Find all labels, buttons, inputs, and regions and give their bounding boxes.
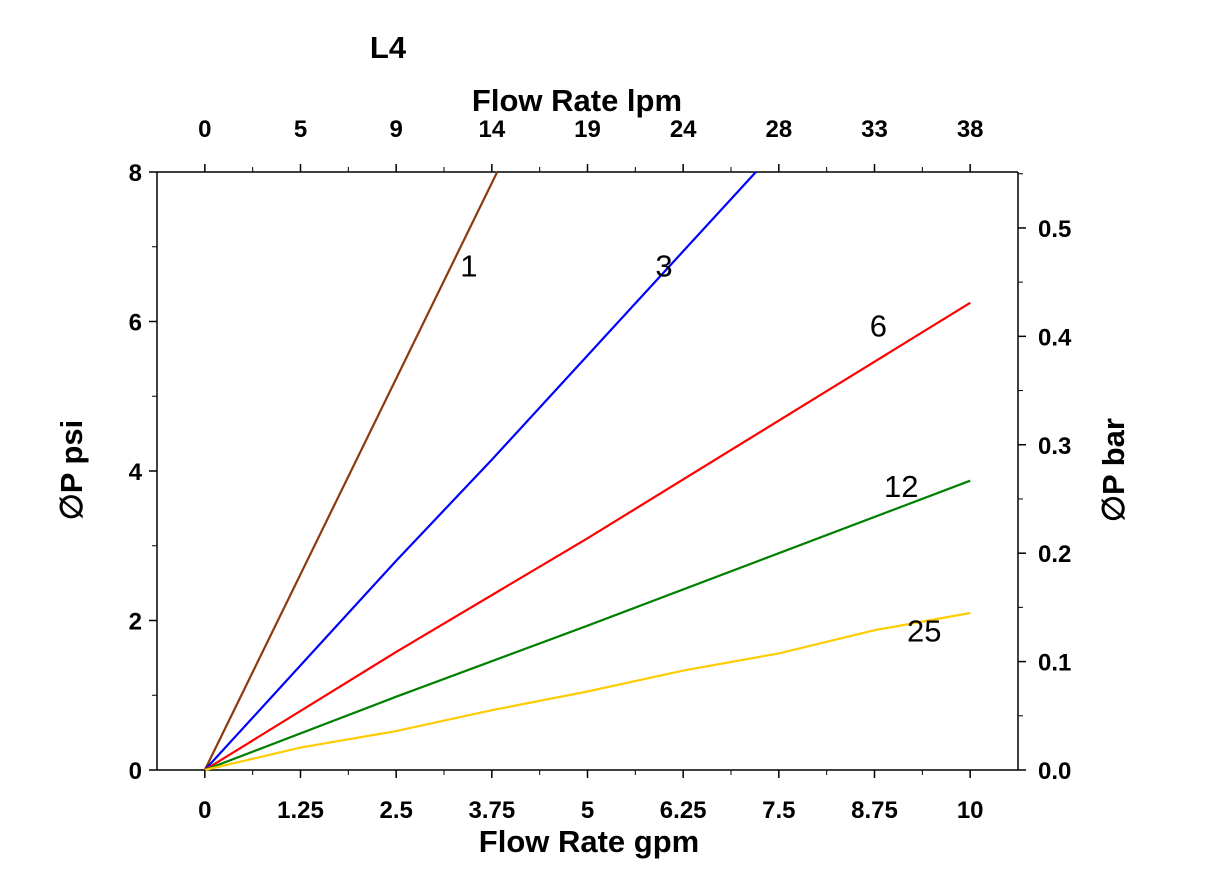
chart-title: L4 xyxy=(370,30,407,65)
series-line-3 xyxy=(203,171,757,771)
x-top-tick-label: 14 xyxy=(478,116,505,143)
y-tick-label: 6 xyxy=(129,310,142,337)
series-line-25 xyxy=(204,611,971,772)
x-tick-label: 3.75 xyxy=(468,797,515,824)
x-tick-label: 6.25 xyxy=(660,797,707,824)
series-line-12 xyxy=(204,479,971,772)
y-tick-label: 4 xyxy=(129,459,143,486)
y-tick-label: 0 xyxy=(129,758,142,785)
x-top-tick-label: 28 xyxy=(765,116,792,143)
x-tick-label: 7.5 xyxy=(762,797,795,824)
series-line-6 xyxy=(204,301,971,771)
y-axis-title: ∅P psi xyxy=(54,420,89,521)
series-label-12: 12 xyxy=(884,469,918,504)
series-labels: 1 3 6 12 25 xyxy=(460,249,941,649)
y-tick-label: 2 xyxy=(129,609,142,636)
x-top-tick-label: 24 xyxy=(670,116,697,143)
x-top-tick-label: 0 xyxy=(198,116,211,143)
x-top-tick-label: 33 xyxy=(861,116,888,143)
y-axis-right-title: ∅P bar xyxy=(1096,418,1131,522)
series-label-3: 3 xyxy=(655,249,672,284)
y2-tick-label: 0.2 xyxy=(1038,541,1071,568)
x-tick-label: 10 xyxy=(957,797,984,824)
x-top-tick-label: 19 xyxy=(574,116,601,143)
x-axis-top-title: Flow Rate lpm xyxy=(472,83,682,118)
x-tick-label: 0 xyxy=(198,797,211,824)
x-tick-label: 8.75 xyxy=(851,797,898,824)
x-top-tick-label: 9 xyxy=(389,116,402,143)
series-layer xyxy=(203,171,971,772)
series-label-1: 1 xyxy=(460,249,477,284)
series-line-1 xyxy=(203,171,499,771)
ticks-layer: 0 1.25 2.5 3.75 5 6.25 7.5 8.75 100 5 9 14 19 24 28 33 3… xyxy=(129,116,1072,824)
x-top-tick-label: 38 xyxy=(957,116,984,143)
series-label-6: 6 xyxy=(870,308,887,343)
x-tick-label: 1.25 xyxy=(277,797,324,824)
y2-tick-label: 0.5 xyxy=(1038,216,1071,243)
x-tick-label: 2.5 xyxy=(379,797,412,824)
y-tick-label: 8 xyxy=(129,160,142,187)
x-tick-label: 5 xyxy=(581,797,594,824)
y2-tick-label: 0.1 xyxy=(1038,650,1071,677)
y2-tick-label: 0.0 xyxy=(1038,758,1071,785)
y2-tick-label: 0.4 xyxy=(1038,324,1072,351)
series-label-25: 25 xyxy=(907,613,941,648)
y2-tick-label: 0.3 xyxy=(1038,433,1071,460)
x-top-tick-label: 5 xyxy=(294,116,307,143)
x-axis-title: Flow Rate gpm xyxy=(479,824,699,859)
